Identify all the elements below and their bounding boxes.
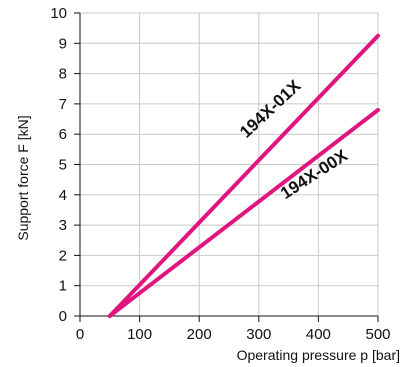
y-tick-label-0: 0: [59, 308, 67, 325]
series-lines: [107, 33, 380, 318]
x-tick-label-500: 500: [365, 326, 390, 343]
x-tick-label-300: 300: [246, 326, 271, 343]
y-tick-label-2: 2: [59, 247, 67, 264]
y-tick-label-5: 5: [59, 157, 67, 174]
x-tick-label-400: 400: [306, 326, 331, 343]
y-tick-label-7: 7: [59, 96, 67, 113]
series-line-194x-01x: [107, 33, 380, 318]
series-line-194x-00x: [107, 108, 380, 318]
x-tick-label-200: 200: [187, 326, 212, 343]
x-tick-labels: 0 100 200 300 400 500: [76, 326, 391, 343]
y-axis-label: Support force F [kN]: [15, 115, 31, 240]
y-tick-labels: 0 1 2 3 4 5 6 7 8 9 10: [50, 5, 67, 325]
grid: [80, 12, 379, 316]
y-tick-label-9: 9: [59, 35, 67, 52]
axes: [74, 12, 379, 322]
y-tick-label-3: 3: [59, 217, 67, 234]
series-label-194x-01x: 194X-01X: [236, 76, 305, 142]
x-axis-label: Operating pressure p [bar]: [237, 347, 400, 363]
y-tick-label-8: 8: [59, 66, 67, 83]
x-tick-label-0: 0: [76, 326, 84, 343]
y-tick-label-4: 4: [59, 187, 67, 204]
y-tick-label-10: 10: [50, 5, 67, 22]
y-tick-label-1: 1: [59, 278, 67, 295]
x-tick-label-100: 100: [127, 326, 152, 343]
y-tick-label-6: 6: [59, 126, 67, 143]
